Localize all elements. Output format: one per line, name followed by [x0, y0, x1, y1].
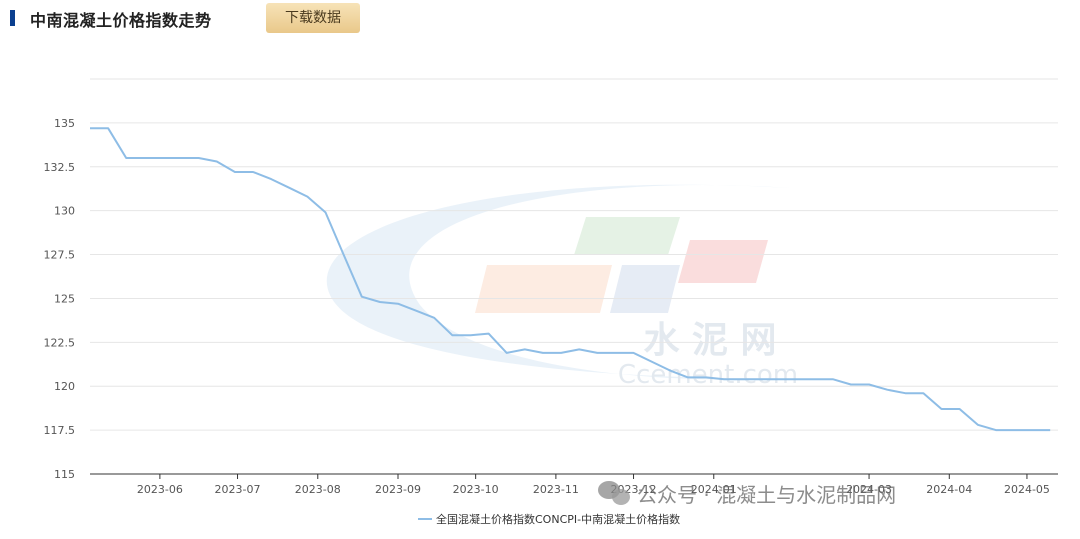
y-tick-label: 117.5 [44, 424, 76, 437]
y-tick-label: 130 [54, 205, 75, 218]
y-tick-label: 125 [54, 292, 75, 305]
x-tick-label: 2024-01 [691, 483, 737, 496]
x-tick-label: 2024-04 [926, 483, 972, 496]
y-tick-label: 115 [54, 468, 75, 481]
x-tick-label: 2023-06 [137, 483, 183, 496]
wechat-watermark-text: 公众号 · 混凝土与水泥制品网 [637, 483, 896, 507]
watermark-tile [678, 240, 768, 283]
watermark-cn-text: 水 泥 网 [643, 320, 776, 361]
y-tick-label: 122.5 [44, 336, 76, 349]
title-accent-bar [10, 10, 15, 26]
wechat-icon [598, 481, 630, 505]
wechat-watermark: 公众号 · 混凝土与水泥制品网 [598, 481, 896, 507]
y-axis: 115 117.5 120 122.5 125 127.5 130 132.5 135 [44, 117, 76, 481]
y-tick-label: 132.5 [44, 161, 76, 174]
x-tick-label: 2023-11 [533, 483, 579, 496]
x-axis [90, 473, 1058, 479]
watermark-tile [574, 217, 680, 255]
legend[interactable]: 全国混凝土价格指数CONCPI-中南混凝土价格指数 [418, 512, 680, 526]
x-tick-label: 2023-08 [295, 483, 341, 496]
x-axis-labels: 2023-06 2023-07 2023-08 2023-09 2023-10 2023-… [137, 483, 1050, 496]
x-tick-label: 2023-07 [215, 483, 261, 496]
download-data-button[interactable]: 下载数据 [266, 3, 360, 33]
watermark-tile [610, 265, 680, 313]
x-tick-label: 2024-03 [846, 483, 892, 496]
line-chart: 水 泥 网 Ccement.com 115 117.5 120 122.5 125 127… [44, 78, 1058, 526]
y-tick-label: 127.5 [44, 249, 76, 262]
y-tick-label: 120 [54, 380, 75, 393]
y-tick-label: 135 [54, 117, 75, 130]
watermark-tile [475, 265, 612, 313]
watermark: 水 泥 网 Ccement.com [326, 184, 798, 390]
series-line [90, 127, 1051, 432]
legend-label: 全国混凝土价格指数CONCPI-中南混凝土价格指数 [436, 512, 680, 526]
x-tick-label: 2023-09 [375, 483, 421, 496]
page-title: 中南混凝土价格指数走势 [30, 11, 212, 30]
watermark-en-text: Ccement.com [618, 360, 798, 390]
series-layer [90, 127, 1051, 432]
x-tick-label: 2023-10 [453, 483, 499, 496]
watermark-swoosh [326, 184, 790, 380]
x-tick-label: 2024-05 [1004, 483, 1050, 496]
